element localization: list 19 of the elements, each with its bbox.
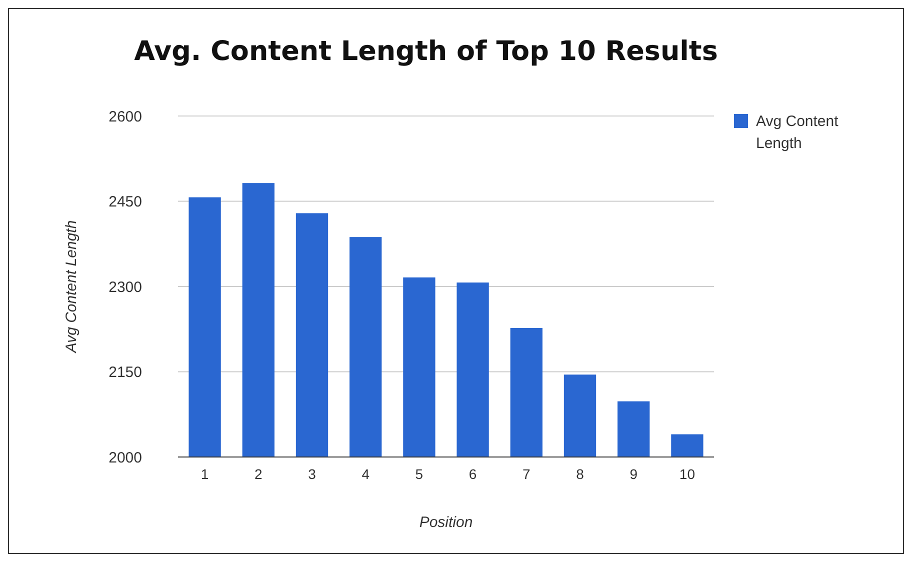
chart-title: Avg. Content Length of Top 10 Results: [134, 36, 718, 67]
x-tick-label: 4: [362, 466, 370, 482]
y-axis-title: Avg Content Length: [63, 220, 80, 354]
x-tick-label: 10: [679, 466, 696, 482]
x-tick-label: 9: [630, 466, 638, 482]
y-tick-label: 2600: [108, 108, 142, 126]
y-tick-label: 2000: [108, 449, 142, 466]
y-tick-label: 2450: [108, 194, 142, 210]
legend-label: Avg Content Length: [756, 113, 840, 152]
x-tick-label: 8: [576, 466, 584, 482]
x-tick-label: 2: [254, 466, 262, 482]
x-tick-label: 6: [468, 466, 477, 482]
x-tick-label: 3: [308, 466, 316, 482]
y-tick-label: 2300: [108, 278, 142, 296]
y-tick-label: 2150: [108, 364, 142, 381]
x-axis-title: Position: [419, 514, 473, 531]
x-tick-label: 5: [415, 466, 424, 482]
x-tick-label: 7: [522, 466, 530, 482]
x-tick-label: 1: [200, 466, 209, 482]
